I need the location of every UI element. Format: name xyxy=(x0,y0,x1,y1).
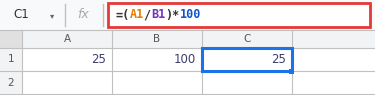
Text: fx: fx xyxy=(77,8,89,21)
FancyBboxPatch shape xyxy=(288,68,294,74)
FancyBboxPatch shape xyxy=(202,48,292,71)
FancyBboxPatch shape xyxy=(0,0,375,30)
Text: 100: 100 xyxy=(180,8,201,21)
FancyBboxPatch shape xyxy=(0,48,22,71)
Text: C: C xyxy=(243,34,250,44)
Text: B: B xyxy=(153,34,160,44)
FancyBboxPatch shape xyxy=(202,48,292,71)
Text: )*: )* xyxy=(165,8,180,21)
Text: 100: 100 xyxy=(174,53,196,66)
Text: C1: C1 xyxy=(13,8,29,21)
Text: 25: 25 xyxy=(271,53,286,66)
Text: A: A xyxy=(63,34,70,44)
Text: B1: B1 xyxy=(151,8,165,21)
Text: ▾: ▾ xyxy=(50,11,54,21)
FancyBboxPatch shape xyxy=(22,71,112,94)
FancyBboxPatch shape xyxy=(0,71,22,94)
FancyBboxPatch shape xyxy=(0,30,375,48)
FancyBboxPatch shape xyxy=(292,71,375,94)
FancyBboxPatch shape xyxy=(292,48,375,71)
FancyBboxPatch shape xyxy=(202,71,292,94)
FancyBboxPatch shape xyxy=(0,30,22,48)
Text: A1: A1 xyxy=(129,8,144,21)
FancyBboxPatch shape xyxy=(112,71,202,94)
FancyBboxPatch shape xyxy=(112,48,202,71)
Text: 25: 25 xyxy=(91,53,106,66)
Text: =(: =( xyxy=(115,8,129,21)
FancyBboxPatch shape xyxy=(22,48,112,71)
Text: /: / xyxy=(144,8,151,21)
Text: 1: 1 xyxy=(8,55,14,65)
FancyBboxPatch shape xyxy=(108,3,370,27)
Text: 2: 2 xyxy=(8,78,14,87)
